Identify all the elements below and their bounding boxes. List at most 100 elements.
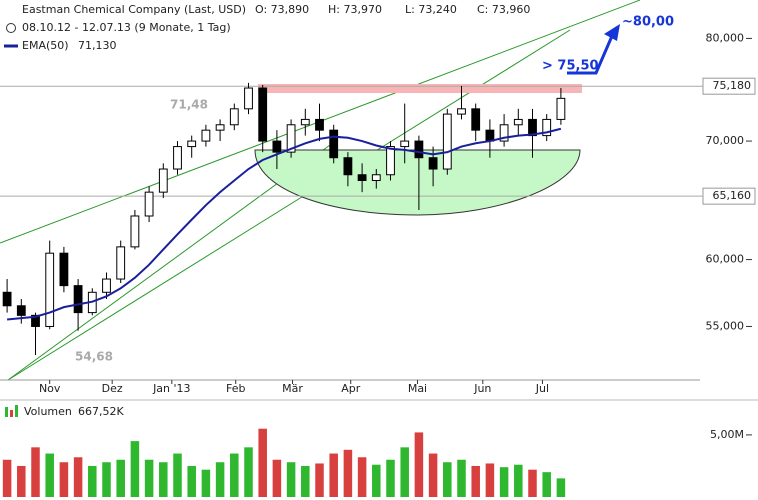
candle-body xyxy=(414,140,424,159)
candle-body xyxy=(300,118,310,126)
projection-arrow xyxy=(567,35,614,75)
candle-body xyxy=(357,174,367,182)
candle-body xyxy=(229,108,239,126)
candle-body xyxy=(258,87,268,142)
volume-bar xyxy=(201,469,211,497)
volume-bar xyxy=(372,464,381,497)
volume-bar xyxy=(286,462,296,497)
candle-body xyxy=(499,124,509,142)
x-tick-label: Feb xyxy=(226,382,245,395)
volume-bar xyxy=(187,465,196,497)
candle-body xyxy=(471,108,481,131)
volume-bar xyxy=(272,459,282,497)
candle-body xyxy=(130,215,140,248)
candle-body xyxy=(315,118,324,131)
y-tick-label: 80,000 xyxy=(706,31,745,44)
arrow-head xyxy=(604,24,620,41)
x-tick-label: Jul xyxy=(535,382,549,395)
ema-line xyxy=(7,127,562,321)
annotation: ~80,00 xyxy=(622,15,674,30)
x-tick-label: Apr xyxy=(341,382,361,395)
x-tick-label: Mai xyxy=(408,382,427,395)
ema-value: 71,130 xyxy=(78,39,117,52)
volume-bar xyxy=(514,464,523,497)
volume-value: 667,52K xyxy=(78,405,124,418)
candle-body xyxy=(244,87,253,110)
volume-bar xyxy=(357,457,367,497)
price-label: 65,160 xyxy=(713,189,752,202)
candle-body xyxy=(343,157,353,176)
volume-bar xyxy=(59,462,69,497)
volume-bar xyxy=(144,459,154,497)
candle-body xyxy=(144,191,154,217)
volume-bar xyxy=(31,447,40,497)
volume-bar xyxy=(428,453,438,497)
candle-body xyxy=(45,252,55,327)
candle-body xyxy=(442,113,452,170)
bowl-pattern xyxy=(254,149,581,216)
candle-body xyxy=(272,140,282,153)
candle-body xyxy=(400,140,410,148)
resistance-band xyxy=(258,84,582,93)
volume-bar xyxy=(343,449,353,497)
volume-bar xyxy=(130,441,140,497)
volume-bar xyxy=(173,453,182,497)
volume-bar xyxy=(230,453,239,497)
volume-bar xyxy=(471,465,480,497)
volume-bar xyxy=(116,459,125,497)
price-box xyxy=(702,187,756,205)
volume-icon xyxy=(5,407,8,417)
volume-bar xyxy=(386,459,395,497)
subtitle: 08.10.12 - 12.07.13 (9 Monate, 1 Tag) xyxy=(22,21,231,34)
x-tick-label: Dez xyxy=(102,382,123,395)
y-tick-label: 60,000 xyxy=(706,253,745,266)
volume-bar xyxy=(542,472,551,497)
candle-body xyxy=(187,140,197,148)
x-tick-label: Mär xyxy=(282,382,303,395)
volume-bar xyxy=(258,428,267,497)
y-tick-label: 70,000 xyxy=(706,134,745,147)
volume-bar xyxy=(244,447,253,497)
annotation: > 75,50 xyxy=(542,59,599,74)
candle-body xyxy=(158,168,168,193)
x-tick-label: Jun xyxy=(473,382,491,395)
volume-icon xyxy=(10,410,13,417)
candle-body xyxy=(102,278,111,293)
candle-body xyxy=(73,285,83,314)
candle-body xyxy=(286,124,296,153)
candle-body xyxy=(513,118,523,126)
candle-body xyxy=(59,252,69,287)
volume-bar xyxy=(315,463,324,497)
candle-body xyxy=(428,157,438,170)
volume-bar xyxy=(88,465,97,497)
candle-body xyxy=(31,314,40,327)
candle-body xyxy=(457,108,466,115)
candle-body xyxy=(542,118,552,137)
volume-bar xyxy=(45,453,54,497)
title: Eastman Chemical Company (Last, USD) xyxy=(22,3,246,16)
volume-legend: Volumen xyxy=(24,405,72,418)
volume-bar xyxy=(301,465,310,497)
volume-icon xyxy=(15,405,18,417)
volume-bar xyxy=(499,467,509,497)
y-tick-label: 55,000 xyxy=(706,319,745,332)
candle-body xyxy=(556,97,566,120)
ohlc-label: L: 73,240 xyxy=(405,3,457,16)
volume-bar xyxy=(414,432,424,497)
x-tick-label: Nov xyxy=(39,382,61,395)
candle-body xyxy=(16,305,26,316)
volume-bar xyxy=(215,462,225,497)
volume-bar xyxy=(73,457,83,497)
annotation: 71,48 xyxy=(170,98,208,112)
price-box xyxy=(702,77,756,95)
marks: 80,000 70,000 60,000 55,000 75,180 65,160 Nov D… xyxy=(0,31,756,497)
clock-icon xyxy=(6,23,16,33)
y-tick-label: 5,00M xyxy=(710,428,744,441)
volume-bar xyxy=(329,453,338,497)
candle-body xyxy=(116,246,126,280)
header-bg xyxy=(0,0,240,50)
candle-body xyxy=(201,129,211,142)
volume-bar xyxy=(17,465,26,497)
